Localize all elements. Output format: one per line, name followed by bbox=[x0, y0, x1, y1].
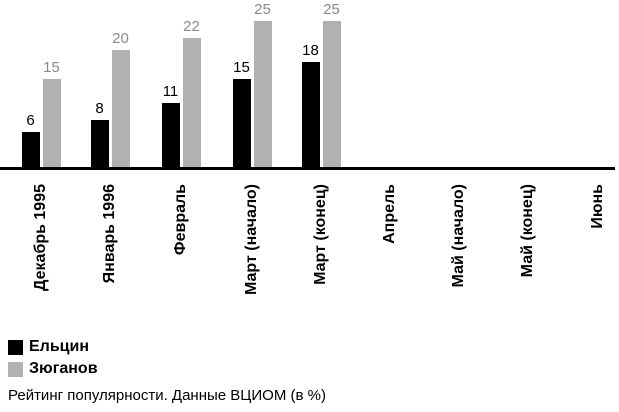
bar-value-label: 22 bbox=[183, 18, 200, 35]
x-axis-label: Март (конец) bbox=[312, 184, 329, 285]
legend-label-zyuganov: Зюганов bbox=[29, 360, 98, 377]
plot-area: Декабрь 1995 6 15 Январь 1996 8 20 Февраль 11 22… bbox=[0, 1, 615, 295]
bar-value-label: 15 bbox=[43, 59, 60, 76]
x-axis-label: Май (конец) bbox=[519, 184, 536, 278]
chart-caption: Рейтинг популярности. Данные ВЦИОМ (в %) bbox=[8, 387, 326, 404]
x-axis-label: Июнь bbox=[589, 184, 606, 229]
bar-value-label: 25 bbox=[254, 1, 271, 18]
legend-item-yeltsin: Ельцин bbox=[8, 336, 98, 358]
legend-label-yeltsin: Ельцин bbox=[29, 338, 90, 355]
bar-value-label: 18 bbox=[302, 42, 319, 59]
x-axis-label: Апрель bbox=[381, 184, 398, 244]
bar-yeltsin-3 bbox=[232, 79, 251, 167]
bar-zyuganov-1 bbox=[111, 50, 130, 167]
legend-swatch-zyuganov bbox=[8, 361, 23, 377]
bar-zyuganov-0 bbox=[42, 79, 61, 167]
bar-yeltsin-1 bbox=[90, 120, 109, 167]
bar-yeltsin-2 bbox=[161, 103, 180, 167]
bar-value-label: 6 bbox=[26, 112, 35, 129]
x-axis-line bbox=[0, 167, 615, 170]
x-axis-label: Май (начало) bbox=[450, 184, 467, 288]
bar-value-label: 8 bbox=[95, 100, 104, 117]
x-axis-label: Январь 1996 bbox=[101, 184, 118, 284]
x-axis-label: Февраль bbox=[172, 184, 189, 256]
bar-value-label: 15 bbox=[233, 59, 250, 76]
x-axis-label: Март (начало) bbox=[243, 184, 260, 295]
legend: Ельцин Зюганов bbox=[8, 336, 98, 380]
bar-zyuganov-3 bbox=[253, 21, 272, 167]
legend-item-zyuganov: Зюганов bbox=[8, 358, 98, 380]
bar-zyuganov-2 bbox=[182, 38, 201, 167]
legend-swatch-yeltsin bbox=[8, 339, 23, 355]
bar-yeltsin-4 bbox=[301, 62, 320, 167]
bar-value-label: 25 bbox=[323, 1, 340, 18]
bar-value-label: 11 bbox=[162, 83, 179, 100]
x-axis-label: Декабрь 1995 bbox=[32, 184, 49, 291]
bar-zyuganov-4 bbox=[322, 21, 341, 167]
bar-yeltsin-0 bbox=[21, 132, 40, 167]
bar-value-label: 20 bbox=[112, 30, 129, 47]
